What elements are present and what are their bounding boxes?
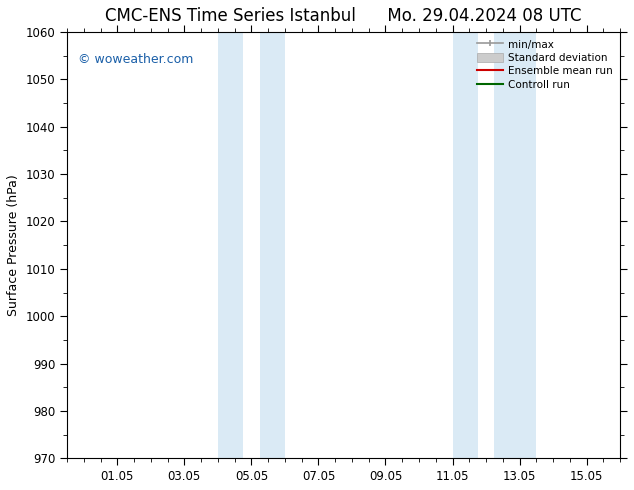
Bar [260, 32, 285, 458]
Title: CMC-ENS Time Series Istanbul      Mo. 29.04.2024 08 UTC: CMC-ENS Time Series Istanbul Mo. 29.04.2… [105, 7, 582, 25]
Bar [218, 32, 243, 458]
Bar [453, 32, 477, 458]
Legend: min/max, Standard deviation, Ensemble mean run, Controll run: min/max, Standard deviation, Ensemble me… [473, 35, 617, 94]
Y-axis label: Surface Pressure (hPa): Surface Pressure (hPa) [7, 174, 20, 316]
Bar [495, 32, 536, 458]
Text: © woweather.com: © woweather.com [78, 53, 193, 66]
